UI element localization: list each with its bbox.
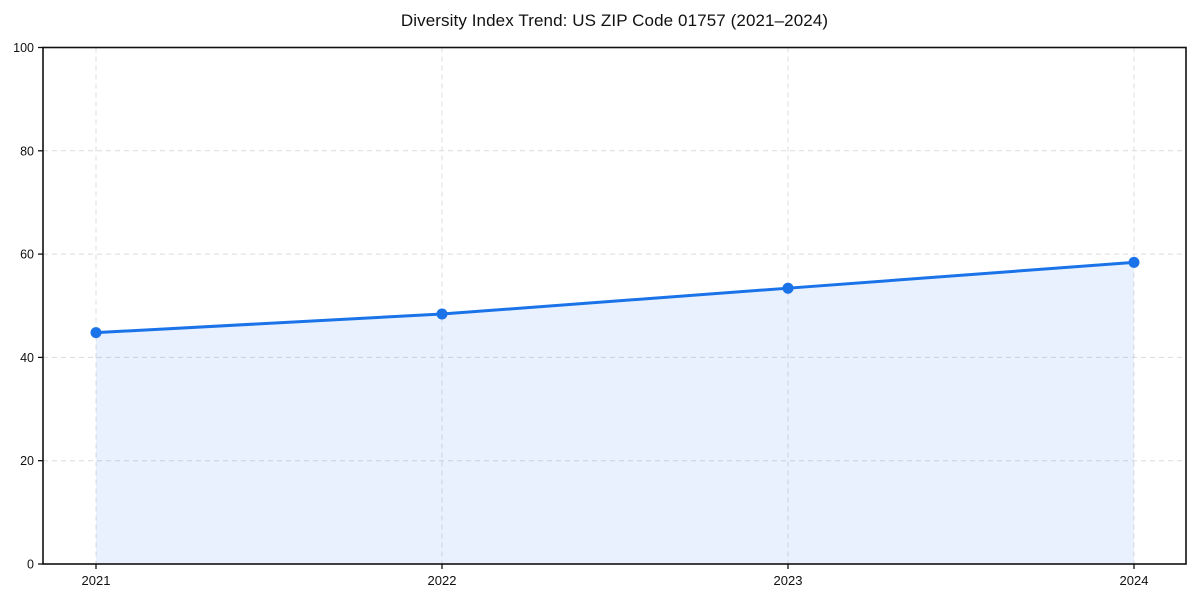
data-point-2021 <box>90 327 102 339</box>
y-tick-label: 0 <box>27 558 34 572</box>
x-tick-label: 2021 <box>82 573 111 588</box>
y-tick-label: 40 <box>20 351 34 365</box>
trend-line <box>94 260 1136 335</box>
data-point-2023 <box>782 282 794 294</box>
area-fill <box>96 262 1134 564</box>
plot-box <box>42 46 1187 565</box>
x-tick-label: 2022 <box>428 573 457 588</box>
y-tick-label: 80 <box>20 144 34 158</box>
data-point-2022 <box>436 308 448 320</box>
y-tick-label: 60 <box>20 248 34 262</box>
x-tick-label: 2024 <box>1120 573 1149 588</box>
data-point-2024 <box>1128 256 1140 268</box>
x-tick-label: 2023 <box>774 573 803 588</box>
chart-title: Diversity Index Trend: US ZIP Code 01757… <box>400 11 829 30</box>
y-tick-label: 100 <box>13 41 34 55</box>
y-tick-label: 20 <box>20 454 34 468</box>
